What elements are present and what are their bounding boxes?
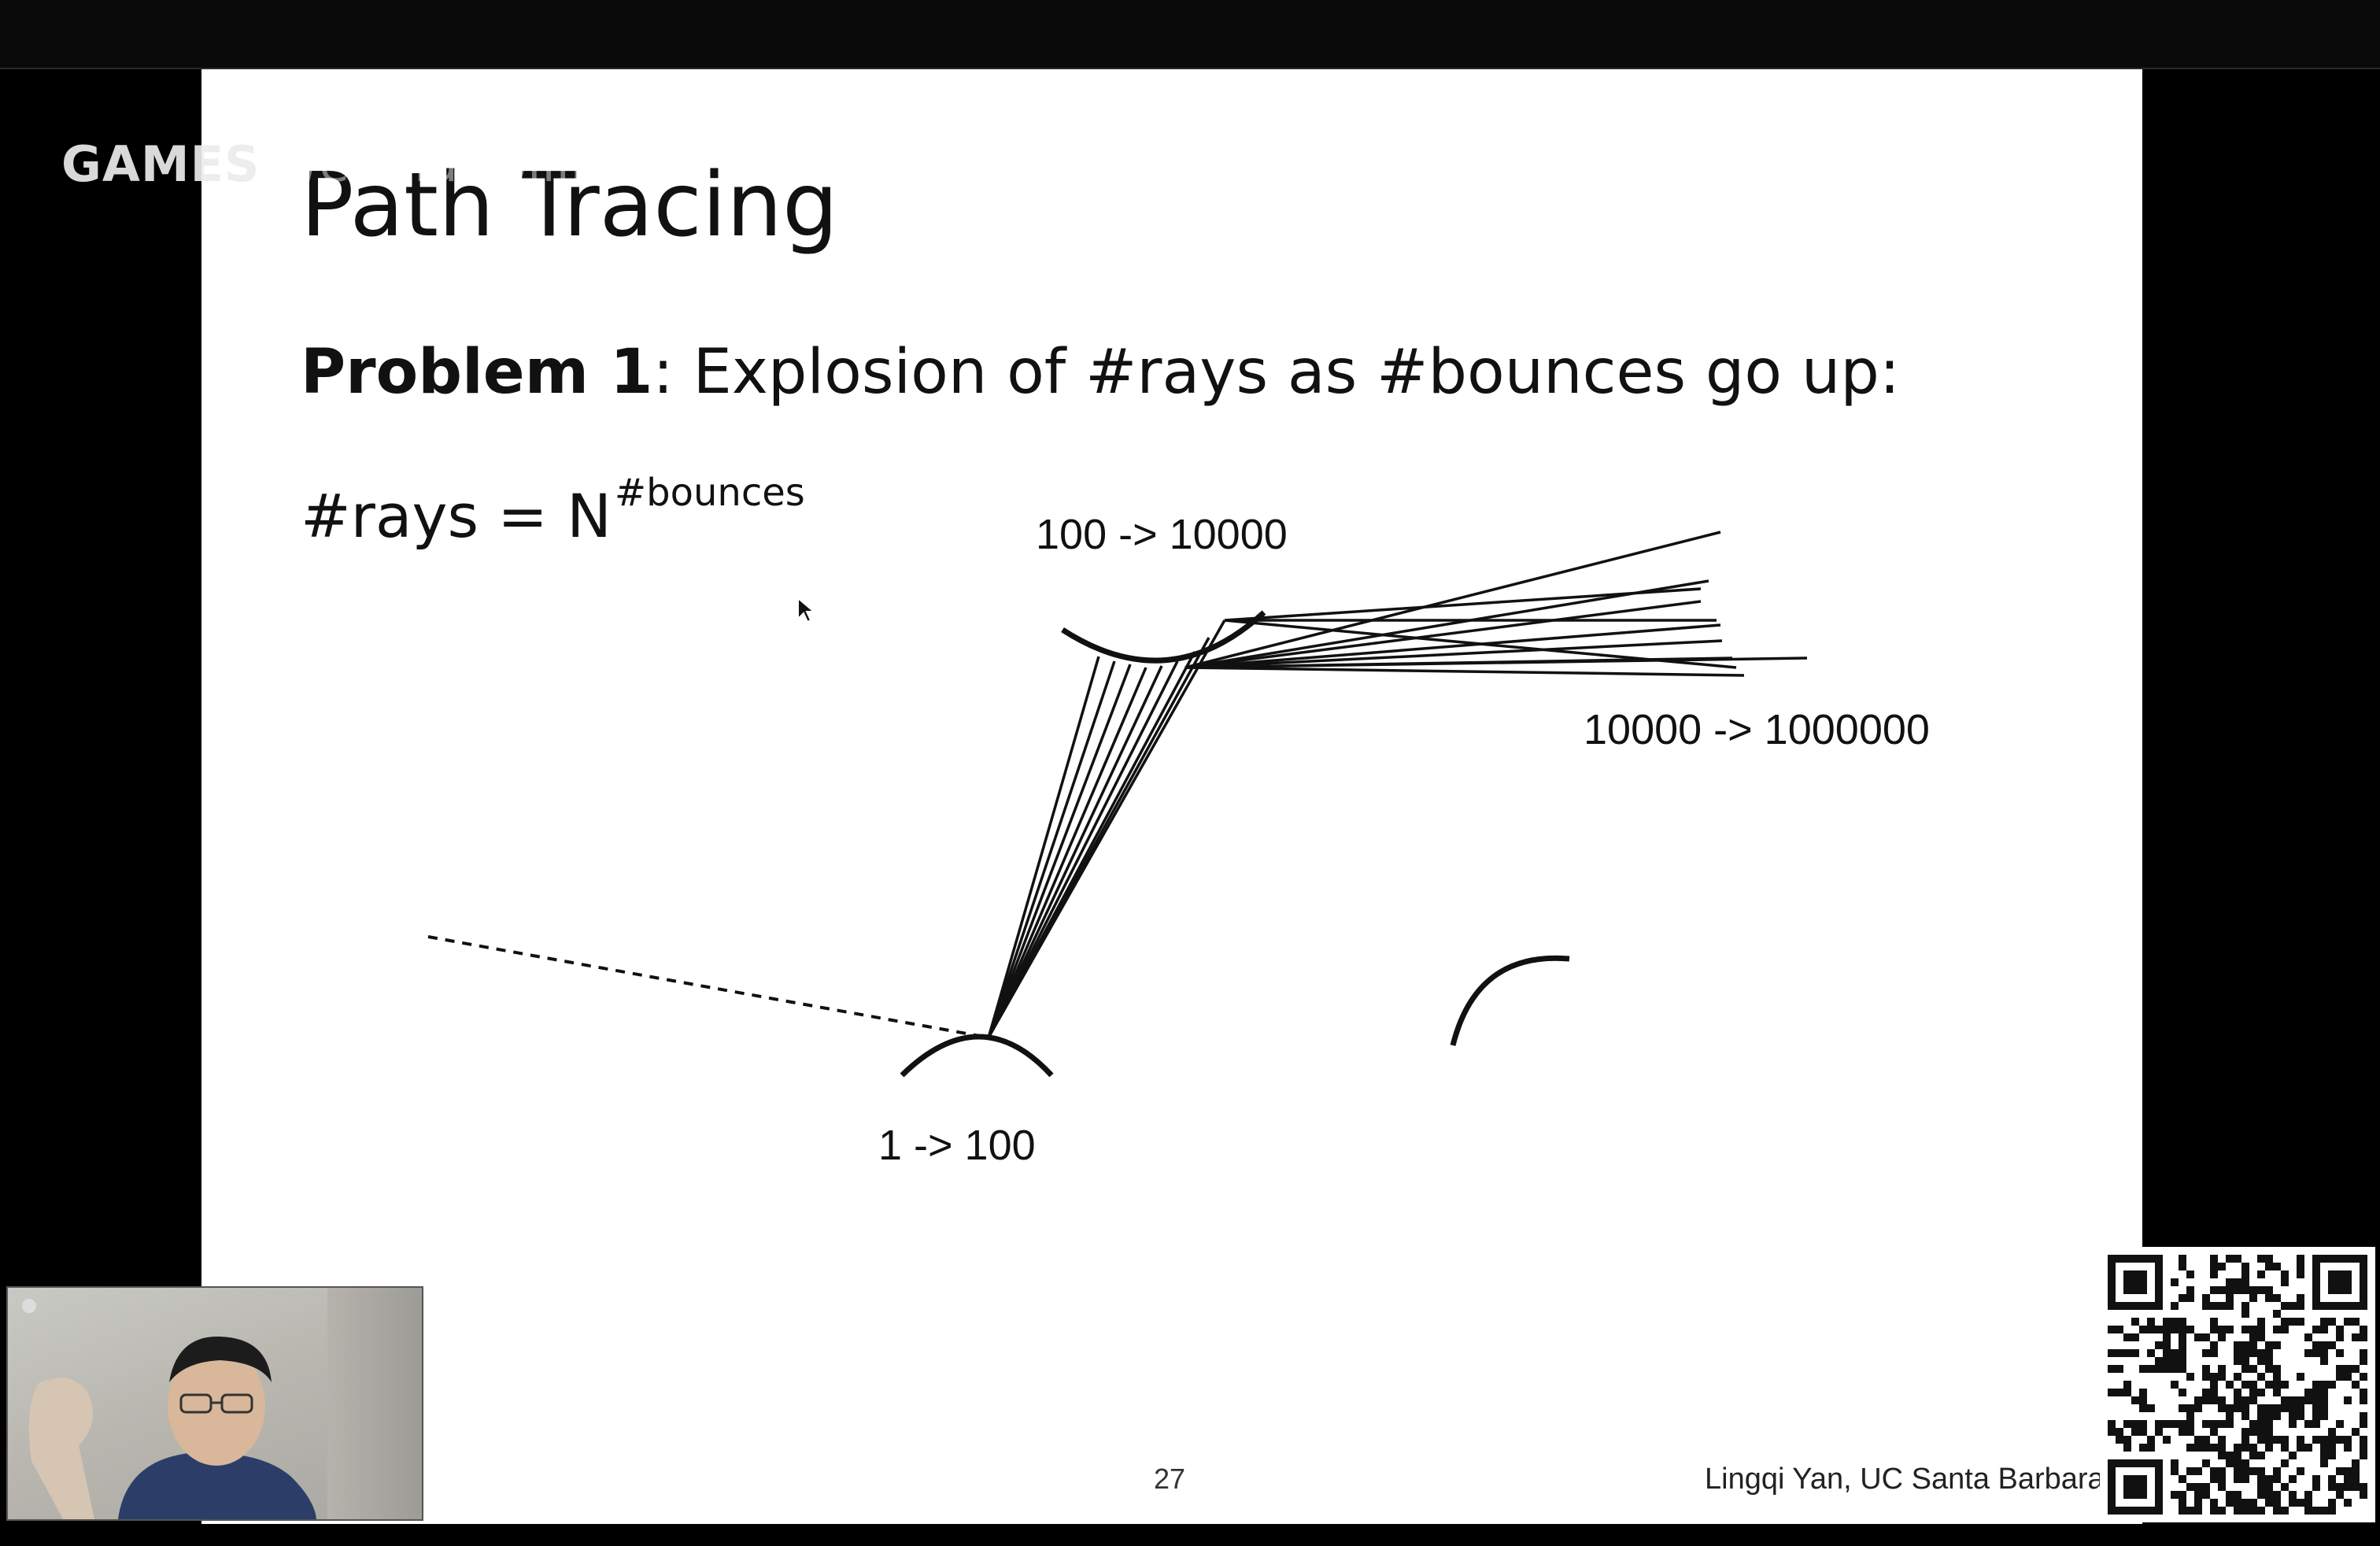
surface-right (1450, 955, 1570, 1046)
slide-title: Path Tracing (301, 154, 839, 257)
surface-top (1061, 610, 1266, 664)
rays-second-bounce (1184, 531, 1808, 677)
formula-base: #rays = N (301, 481, 612, 551)
watermark-text: GAMES (61, 135, 261, 193)
page-number: 27 (1154, 1463, 1186, 1495)
qr-code-icon (2100, 1247, 2375, 1522)
video-top-bar (0, 0, 2380, 69)
webcam-indicator-icon (22, 1299, 36, 1313)
label-bounce-2: 100 -> 10000 (1036, 511, 1288, 558)
surface-bottom (900, 1034, 1054, 1078)
rays-first-bounce (987, 620, 1226, 1038)
stream-watermark: GAMES-webinar bilibili (61, 135, 645, 193)
webcam-background (327, 1288, 422, 1519)
problem-label: Problem 1 (301, 337, 653, 408)
presenter-webcam (6, 1286, 423, 1521)
problem-statement: Problem 1: Explosion of #rays as #bounce… (301, 337, 1900, 408)
incoming-ray-dashed (427, 935, 989, 1039)
slide-footer-author: Lingqi Yan, UC Santa Barbara (1705, 1463, 2105, 1496)
label-bounce-1: 1 -> 100 (878, 1122, 1036, 1169)
problem-text: : Explosion of #rays as #bounces go up: (652, 337, 1901, 408)
presenter-figure (28, 1336, 316, 1519)
watermark-tail: -webinar bilibili (260, 135, 645, 193)
ray-explosion-diagram (427, 531, 1808, 1078)
qr-code-pattern (2108, 1255, 2367, 1515)
slide: Path Tracing Problem 1: Explosion of #ra… (201, 69, 2142, 1524)
ray-count-formula: #rays = N#bounces (301, 471, 805, 551)
formula-exponent: #bounces (614, 471, 805, 515)
label-bounce-3: 10000 -> 1000000 (1584, 706, 1930, 753)
mouse-cursor-icon (797, 597, 815, 623)
